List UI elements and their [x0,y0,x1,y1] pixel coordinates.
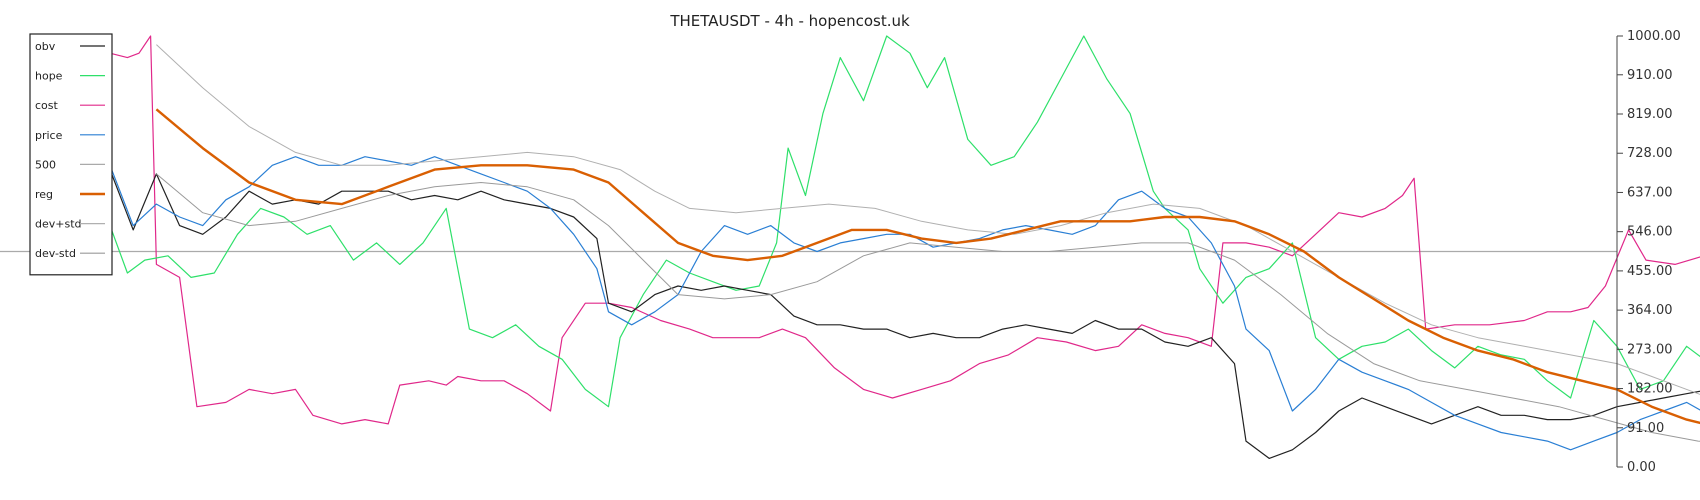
series-layer [0,35,1700,459]
y-tick-label: 455.00 [1627,264,1673,279]
legend-label-hope: hope [35,70,63,83]
y-tick-label: 364.00 [1627,303,1673,318]
chart-title: THETAUSDT - 4h - hopencost.uk [669,12,910,30]
legend-label-price: price [35,129,63,142]
y-tick-label: 91.00 [1627,421,1664,436]
y-axis: 0.00 91.00 182.00 273.00 364.00 455.00 546.00 6… [1616,29,1681,475]
y-tick-label: 273.00 [1627,342,1673,357]
legend-box [29,33,113,276]
legend-label-reg: reg [35,188,53,201]
legend-label-obv: obv [35,40,56,53]
series-line-cost [109,35,1700,425]
y-tick-label: 1000.00 [1627,29,1681,44]
y-tick-label: 728.00 [1627,146,1673,161]
series-line-reg [155,108,1700,425]
legend-label-dev-std: dev+std [35,218,82,231]
series-line-obv [109,169,1700,459]
legend-label-500: 500 [35,158,56,171]
y-tick-label: 637.00 [1627,185,1673,200]
y-tick-label: 910.00 [1627,68,1673,83]
legend-label-dev-std: dev-std [35,247,76,260]
legend-label-cost: cost [35,99,59,112]
series-line-dev-std [156,44,1700,395]
y-tick-label: 182.00 [1627,382,1673,397]
legend: obv hope cost price 500 reg dev+std dev-std [29,33,113,276]
y-tick-label: 819.00 [1627,107,1673,122]
y-tick-label: 546.00 [1627,225,1673,240]
y-tick-label: 0.00 [1627,460,1656,475]
series-line-hope [109,35,1700,408]
series-line-dev-std [156,173,1700,442]
